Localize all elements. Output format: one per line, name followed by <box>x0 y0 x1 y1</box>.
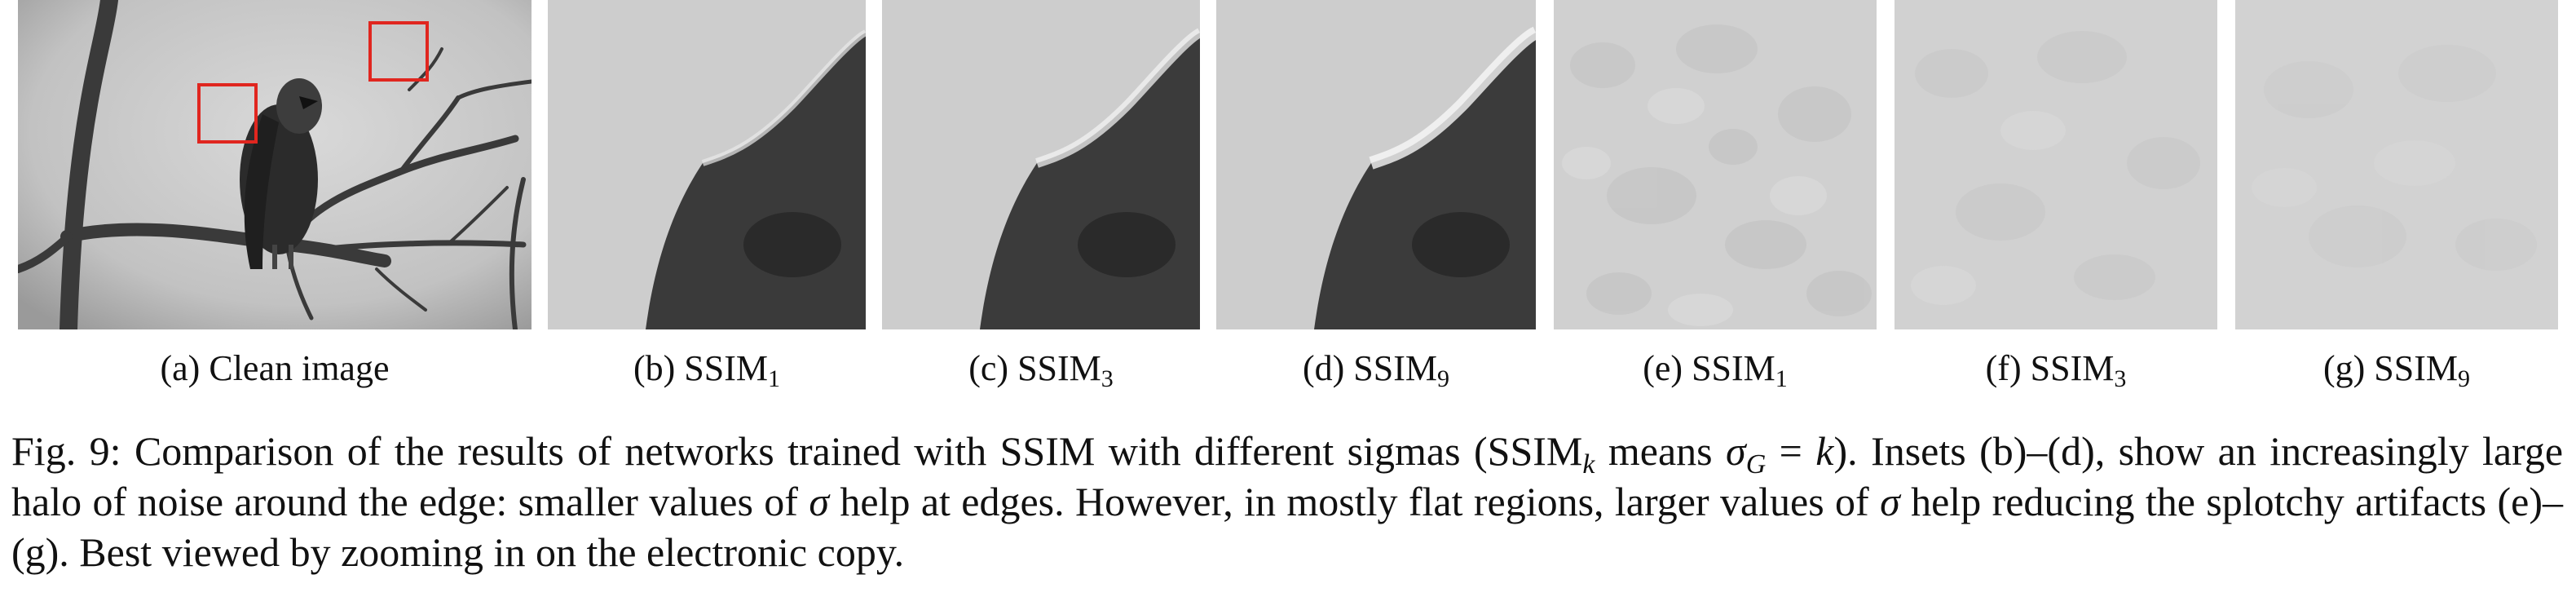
subcaption-prefix: (a) <box>161 348 201 388</box>
flat-crop-image <box>2235 0 2558 329</box>
subcaption-d: (d) SSIM9 <box>1216 349 1536 388</box>
flat-crop-image <box>1895 0 2217 329</box>
subcaption-subscript: 3 <box>2114 365 2126 392</box>
panel-g-flat-crop <box>2235 0 2558 329</box>
edge-crop-image <box>1216 0 1536 329</box>
clean-image-photo <box>18 0 532 329</box>
panel-a-clean-image <box>18 0 532 329</box>
subcaption-text: SSIM <box>1692 348 1775 388</box>
subcaption-prefix: (e) <box>1643 348 1683 388</box>
flat-crop-image <box>1554 0 1877 329</box>
caption-k: k <box>1815 428 1833 474</box>
subcaption-prefix: (g) <box>2323 348 2365 388</box>
caption-sigma: σ <box>809 479 829 524</box>
subcaption-e: (e) SSIM1 <box>1554 349 1877 388</box>
subcaption-c: (c) SSIM3 <box>882 349 1200 388</box>
subcaption-prefix: (d) <box>1303 348 1344 388</box>
subcaption-subscript: 3 <box>1101 365 1114 392</box>
caption-text: help at edges. However, in mostly flat r… <box>829 479 1880 524</box>
edge-crop-image <box>882 0 1200 329</box>
panel-c-edge-crop <box>882 0 1200 329</box>
subcaption-f: (f) SSIM3 <box>1895 349 2217 388</box>
panel-e-flat-crop <box>1554 0 1877 329</box>
figure-caption: Fig. 9: Comparison of the results of net… <box>11 426 2563 577</box>
subcaption-text: SSIM <box>684 348 768 388</box>
panel-d-edge-crop <box>1216 0 1536 329</box>
caption-subscript-g: G <box>1746 449 1767 480</box>
caption-text: Comparison of the results of networks tr… <box>135 428 1582 474</box>
subcaption-text: Clean image <box>209 348 389 388</box>
panel-b-edge-crop <box>548 0 866 329</box>
panel-f-flat-crop <box>1895 0 2217 329</box>
subcaption-text: SSIM <box>1017 348 1101 388</box>
subcaption-text: SSIM <box>1353 348 1437 388</box>
caption-text: means <box>1595 428 1726 474</box>
caption-text: = <box>1766 428 1815 474</box>
subcaption-text: SSIM <box>2031 348 2115 388</box>
subcaption-a: (a) Clean image <box>18 349 532 388</box>
subcaption-text: SSIM <box>2374 348 2458 388</box>
caption-subscript-k: k <box>1582 449 1595 480</box>
subcaption-prefix: (f) <box>1986 348 2022 388</box>
subcaption-prefix: (b) <box>633 348 675 388</box>
subcaption-g: (g) SSIM9 <box>2235 349 2558 388</box>
subcaption-subscript: 1 <box>768 365 780 392</box>
subcaption-subscript: 9 <box>1437 365 1449 392</box>
caption-sigma: σ <box>1880 479 1900 524</box>
subcaption-b: (b) SSIM1 <box>548 349 866 388</box>
figure-label: Fig. 9: <box>11 428 121 474</box>
subcaption-subscript: 1 <box>1775 365 1788 392</box>
subcaption-subscript: 9 <box>2458 365 2470 392</box>
subcaption-prefix: (c) <box>968 348 1008 388</box>
caption-sigma: σ <box>1726 428 1746 474</box>
edge-crop-image <box>548 0 866 329</box>
